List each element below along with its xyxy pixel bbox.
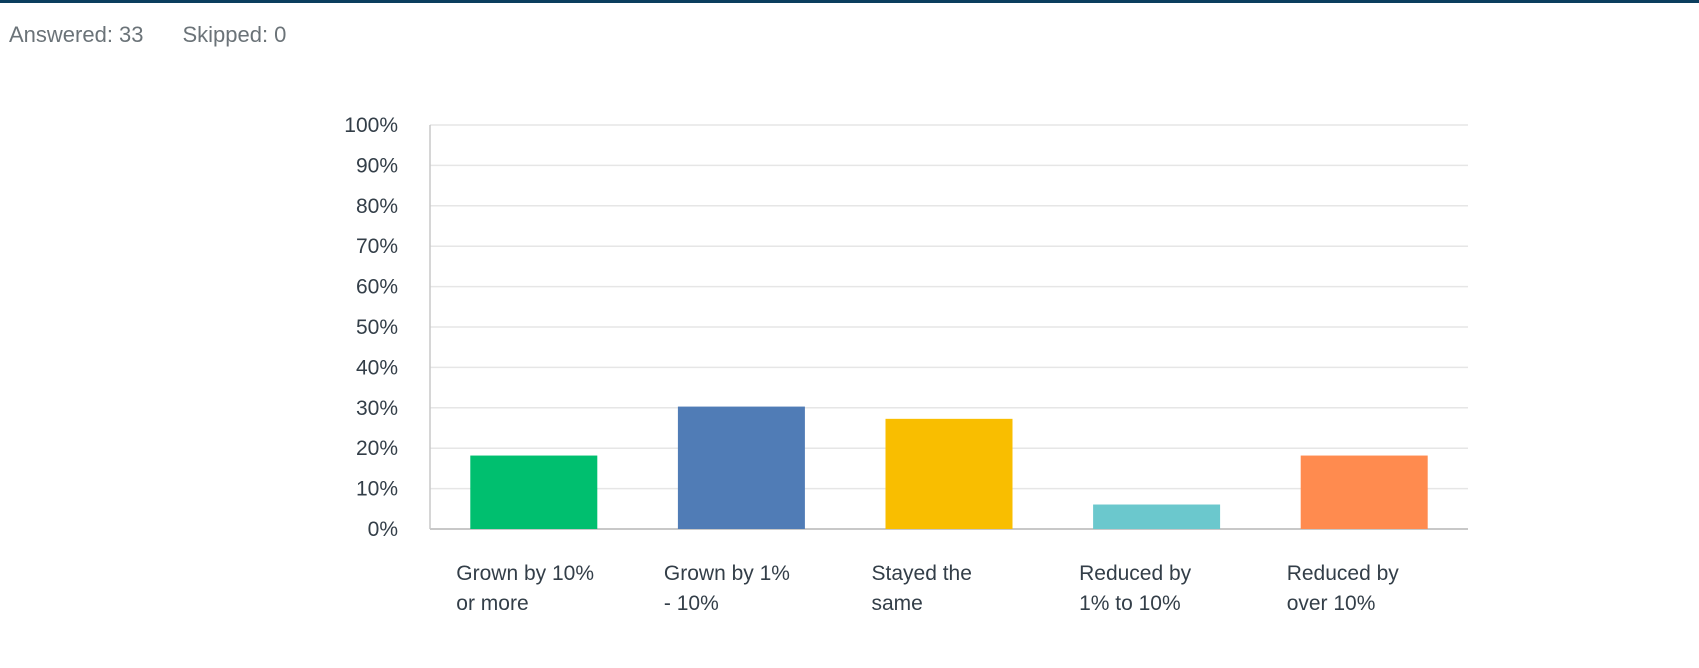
y-tick-label: 10%	[356, 478, 398, 501]
category-label-1: Grown by 1% - 10%	[664, 562, 790, 615]
skipped-label: Skipped:	[182, 22, 269, 47]
category-label-line: Reduced by	[1287, 562, 1400, 585]
category-label-line: 1% to 10%	[1079, 592, 1181, 615]
category-label-line: or more	[456, 592, 528, 615]
y-tick-label: 20%	[356, 437, 398, 460]
skipped-count: 0	[274, 22, 287, 47]
skipped-stat: Skipped: 0	[182, 22, 286, 48]
y-tick-labels: 0% 10% 20% 30% 40% 50% 60% 70% 80% 90% 100%	[344, 114, 398, 541]
bar-2[interactable]	[885, 418, 1013, 529]
category-label-4: Reduced by over 10%	[1287, 562, 1400, 615]
y-tick-label: 80%	[356, 195, 398, 218]
y-tick-label: 90%	[356, 154, 398, 177]
bars	[470, 406, 1428, 529]
y-tick-label: 40%	[356, 356, 398, 379]
category-label-3: Reduced by 1% to 10%	[1079, 562, 1192, 615]
category-label-line: same	[872, 592, 923, 615]
top-accent-rule	[0, 0, 1699, 3]
bar-3[interactable]	[1093, 504, 1221, 529]
answered-stat: Answered: 33	[9, 22, 143, 48]
y-tick-label: 30%	[356, 397, 398, 420]
y-tick-label: 60%	[356, 276, 398, 299]
category-label-line: Reduced by	[1079, 562, 1192, 585]
category-labels: Grown by 10% or more Grown by 1% - 10% Staye…	[456, 562, 1399, 615]
category-label-0: Grown by 10% or more	[456, 562, 594, 615]
y-tick-label: 100%	[344, 114, 398, 137]
category-label-line: - 10%	[664, 592, 719, 615]
y-tick-label: 0%	[368, 518, 398, 541]
bar-0[interactable]	[470, 455, 598, 529]
bar-4[interactable]	[1300, 455, 1428, 529]
y-tick-label: 70%	[356, 235, 398, 258]
category-label-2: Stayed the same	[872, 562, 972, 615]
category-label-line: over 10%	[1287, 592, 1376, 615]
y-tick-label: 50%	[356, 316, 398, 339]
answered-label: Answered:	[9, 22, 113, 47]
category-label-line: Stayed the	[872, 562, 972, 585]
answered-count: 33	[118, 22, 144, 47]
category-label-line: Grown by 10%	[456, 562, 594, 585]
response-summary: Answered: 33 Skipped: 0	[9, 22, 286, 48]
category-label-line: Grown by 1%	[664, 562, 790, 585]
bar-1[interactable]	[677, 406, 805, 529]
